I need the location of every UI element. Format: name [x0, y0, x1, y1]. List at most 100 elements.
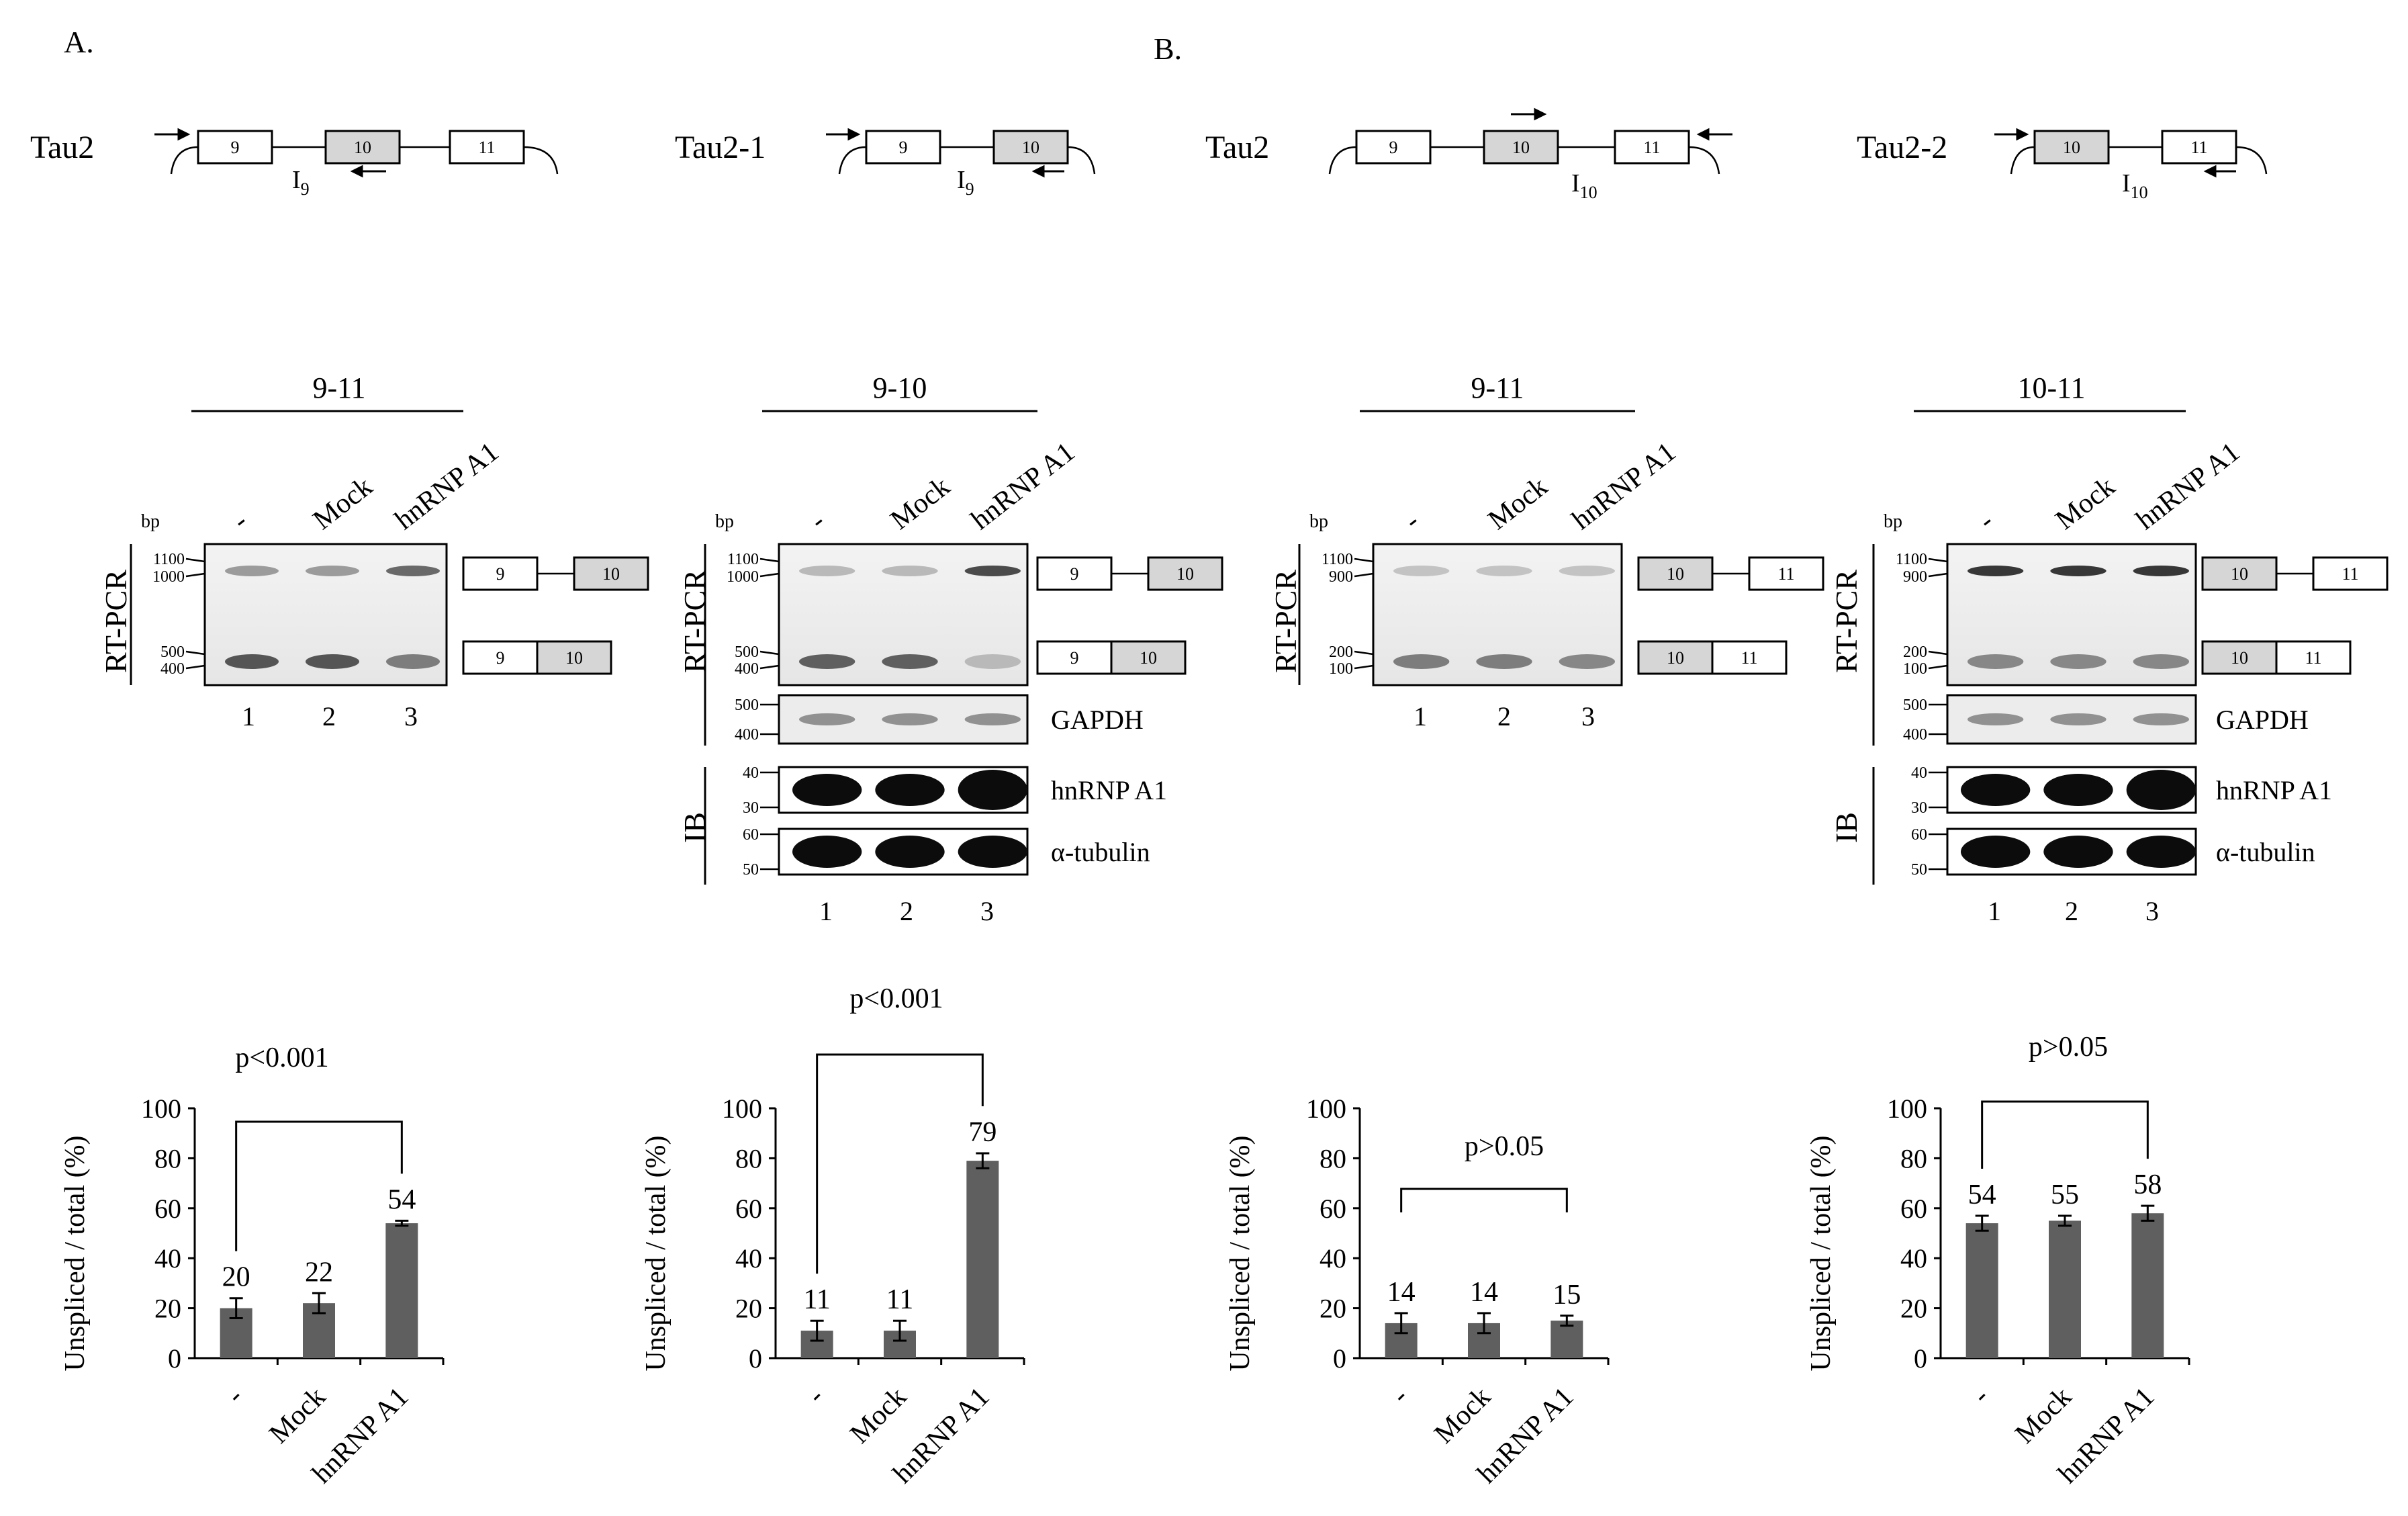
gapdh-label: GAPDH [1051, 705, 1144, 735]
gel-band-unspliced [1967, 566, 2024, 576]
primer-pair-label: 9-10 [873, 371, 927, 404]
gel-band-unspliced [1476, 566, 1532, 576]
exon-box-label: 9 [1389, 138, 1398, 157]
size-marker: 500 [735, 697, 759, 714]
exon-box [1614, 130, 1690, 165]
size-marker: 30 [1911, 799, 1927, 817]
x-tick-label: Mock [263, 1382, 332, 1450]
lane-label: hnRNP A1 [1567, 437, 1681, 536]
y-tick-label: 0 [1914, 1343, 1927, 1374]
error-bar [229, 1297, 243, 1319]
size-marker: 50 [1911, 861, 1927, 879]
marker-tick [1354, 572, 1374, 578]
size-marker: 400 [735, 660, 759, 678]
y-tick-label: 0 [749, 1343, 762, 1374]
forward-primer-arrow [1994, 128, 2029, 141]
product-exon-label: 11 [2305, 648, 2321, 668]
product-exon-label: 10 [1140, 648, 1157, 668]
intron-label: I10 [1571, 169, 1597, 202]
gapdh-band [882, 713, 938, 725]
gapdh-band [1967, 713, 2024, 725]
product-exon-label: 10 [1176, 564, 1194, 584]
data-label: 22 [305, 1257, 333, 1288]
x-tick-label: Mock [1428, 1382, 1497, 1450]
size-marker: 200 [1329, 643, 1353, 661]
marker-tick [185, 572, 205, 578]
y-tick-label: 60 [735, 1194, 762, 1224]
reverse-primer-arrow [1031, 165, 1064, 178]
marker-tick [1354, 558, 1374, 563]
gel-band-spliced [306, 654, 359, 669]
gapdh-band [964, 713, 1021, 725]
rtpcr-label: RT-PCR [1268, 570, 1303, 673]
y-tick-label: 20 [1900, 1294, 1927, 1324]
y-tick-label: 80 [1900, 1143, 1927, 1173]
bp-label: bp [715, 511, 734, 532]
gel-band-unspliced [306, 566, 359, 576]
intron-subscript: 9 [301, 179, 310, 199]
primer-pair-label: 9-11 [312, 371, 365, 404]
gel-band-spliced [882, 654, 938, 669]
lane-label: Mock [2050, 471, 2121, 536]
size-marker: 1100 [153, 551, 185, 568]
gel-band-unspliced [964, 566, 1021, 576]
product-exon-label: 9 [496, 648, 505, 668]
y-axis-label: Unspliced / total (%) [1225, 1135, 1256, 1371]
exon-box-label: 10 [2063, 138, 2080, 157]
lane-label: - [1973, 506, 1999, 536]
size-marker: 1000 [152, 568, 185, 586]
lane-number: 1 [1988, 896, 2001, 926]
size-marker: 40 [1911, 764, 1927, 782]
marker-tick [1354, 664, 1374, 670]
lane-label: Mock [885, 471, 956, 536]
error-bar [2058, 1214, 2072, 1227]
significance-label: p>0.05 [1465, 1131, 1544, 1162]
flank-right [523, 146, 559, 175]
product-exon [2312, 556, 2389, 591]
gel-band-spliced [386, 654, 440, 669]
data-label: 11 [886, 1284, 913, 1315]
product-exon-label: 10 [2231, 648, 2248, 668]
y-axis-label: Unspliced / total (%) [641, 1135, 672, 1371]
size-marker: 40 [743, 764, 759, 782]
data-label: 58 [2133, 1169, 2162, 1200]
y-tick-label: 40 [735, 1243, 762, 1274]
exon-box-label: 10 [1512, 138, 1530, 157]
gel-band-unspliced [225, 566, 279, 576]
construct-1: Tau2 9 10 11 I9 [30, 128, 559, 199]
bp-label: bp [1309, 511, 1328, 532]
flank-left [2010, 146, 2035, 175]
ib-band [2126, 836, 2196, 868]
marker-tick [185, 650, 205, 656]
data-label: 54 [1968, 1179, 1996, 1210]
gel-band-spliced [964, 654, 1021, 669]
bar-chart-1: 0 20 40 60 80 100 Unspliced / total (%) 20 - 22 Mo… [60, 1042, 445, 1490]
construct-name: Tau2 [1205, 130, 1269, 165]
product-exon-label: 10 [2231, 564, 2248, 584]
exon-box [1355, 130, 1432, 165]
y-tick-label: 100 [141, 1094, 181, 1124]
size-marker: 900 [1903, 568, 1927, 586]
product-exon [573, 556, 649, 591]
lane-number: 1 [819, 896, 833, 926]
y-tick-label: 60 [1900, 1194, 1927, 1224]
gapdh-band [799, 713, 855, 725]
construct-4: Tau2-2 10 11 I10 [1857, 128, 2268, 202]
intron-label: I9 [957, 166, 974, 199]
ib-band [875, 774, 945, 806]
product-exon-label: 9 [1070, 564, 1079, 584]
x-tick-label: - [220, 1382, 248, 1410]
marker-tick [759, 650, 780, 656]
data-label: 54 [387, 1184, 416, 1215]
bar-chart-3: 0 20 40 60 80 100 Unspliced / total (%) 14 - 14 Mo… [1225, 1094, 1610, 1490]
x-tick-label: Mock [844, 1382, 913, 1450]
product-exon [2275, 640, 2352, 675]
error-bar [976, 1152, 990, 1169]
product-exon [1110, 640, 1187, 675]
lane-label: Mock [1483, 471, 1554, 536]
ib-band [2043, 836, 2113, 868]
data-label: 55 [2051, 1179, 2079, 1210]
gel-band-spliced [2050, 654, 2106, 669]
gel-band-spliced [799, 654, 855, 669]
exon-box [449, 130, 525, 165]
